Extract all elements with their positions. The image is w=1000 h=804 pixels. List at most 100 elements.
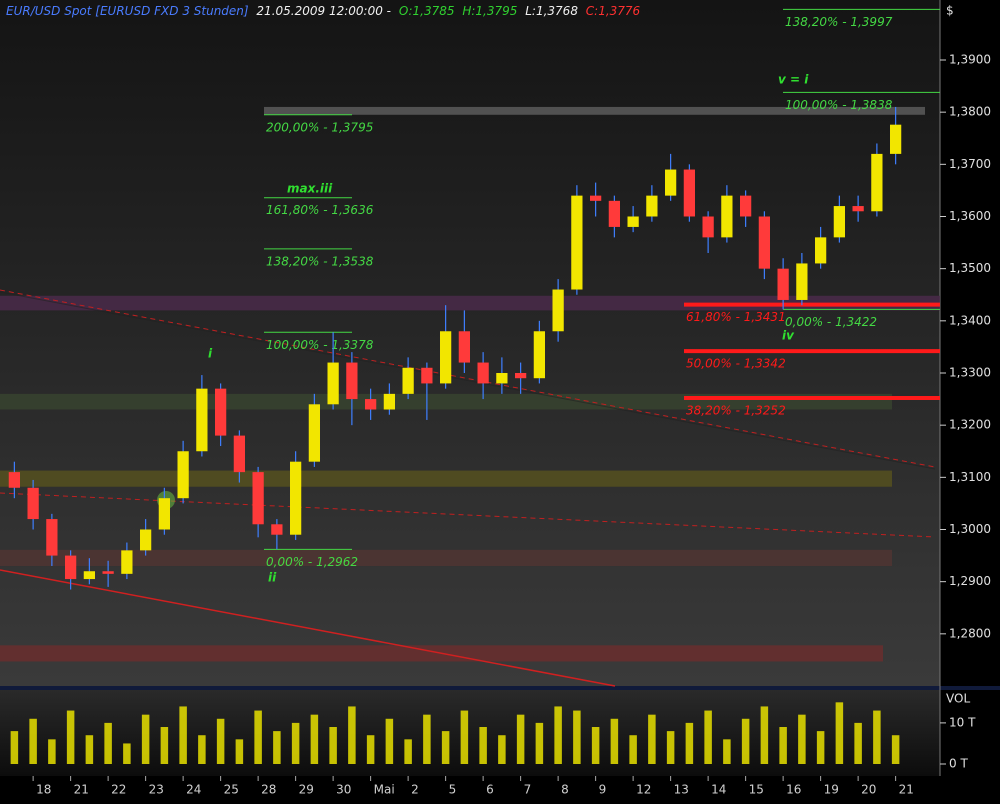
candle-body (365, 399, 377, 410)
volume-bar (366, 735, 375, 764)
trend-line-shadow (0, 291, 936, 470)
candle-body (233, 435, 245, 473)
x-tick-label: 8 (561, 783, 569, 797)
candle-body (533, 331, 545, 379)
x-tick-label: 28 (261, 783, 276, 797)
fib-label: 200,00% - 1,3795 (266, 120, 373, 134)
pane-separator (0, 686, 1000, 690)
x-tick-label: 5 (449, 783, 457, 797)
trend-line (0, 569, 616, 687)
candle-body (627, 216, 639, 227)
fib-label: 38,20% - 1,3252 (686, 404, 786, 418)
volume-bar (179, 706, 187, 764)
x-tick-label: 20 (861, 783, 876, 797)
volume-bar (310, 714, 319, 764)
x-tick-label: 23 (149, 783, 164, 797)
candle-body (833, 206, 845, 238)
x-tick-label: 9 (599, 783, 607, 797)
candle-body (252, 472, 264, 525)
volume-bar (891, 735, 900, 764)
volume-bar (85, 735, 94, 764)
chart-title: EUR/USD Spot [EURUSD FXD 3 Stunden] (6, 4, 249, 18)
volume-label: VOL (946, 692, 970, 706)
volume-bar (835, 702, 844, 764)
zone (0, 549, 892, 567)
y-tick-label: 1,3600 (949, 209, 991, 223)
candle-body (440, 331, 452, 384)
candle-body (196, 388, 208, 452)
open-label: O:1,3785 (399, 4, 455, 18)
fib-label: 138,20% - 1,3538 (266, 254, 374, 268)
volume-bar (29, 718, 37, 764)
candle-body (271, 524, 283, 535)
y-tick-label: 1,3700 (949, 157, 991, 171)
candle-body (177, 451, 189, 499)
wave-label: v = i (778, 73, 809, 87)
y-tick-label: 1,2800 (949, 626, 991, 640)
candle-body (8, 472, 20, 488)
volume-bar (141, 714, 150, 764)
fib-label: 161,80% - 1,3636 (266, 203, 374, 217)
close-label: C:1,3776 (586, 4, 641, 18)
fib-label: 0,00% - 1,3422 (785, 315, 877, 329)
x-tick-label: 24 (186, 783, 201, 797)
candle-body (702, 216, 714, 238)
volume-bar (291, 722, 300, 764)
y-tick-label: 1,2900 (949, 574, 991, 588)
volume-bar (423, 714, 431, 764)
volume-bar (104, 722, 112, 764)
volume-bar (48, 739, 56, 764)
y-tick-label: 1,3000 (949, 522, 991, 536)
candle-body (496, 372, 508, 384)
volume-bar (235, 739, 244, 764)
wave-label: iv (782, 329, 795, 343)
x-tick-label: 12 (636, 783, 651, 797)
low-label: L:1,3768 (525, 4, 578, 18)
y-tick-label: 1,3900 (949, 52, 991, 66)
volume-bar (591, 727, 600, 764)
candle-body (402, 367, 414, 394)
x-tick-label: Mai (374, 783, 395, 797)
volume-bar (704, 710, 712, 764)
zone (0, 470, 892, 487)
volume-bar (10, 731, 19, 764)
volume-bar (441, 731, 450, 764)
x-tick-label: 13 (674, 783, 689, 797)
volume-bar (779, 727, 787, 764)
x-tick-label: 29 (299, 783, 314, 797)
candle-body (27, 487, 39, 520)
volume-bar (610, 718, 619, 764)
x-tick-label: 14 (711, 783, 726, 797)
currency-label: $ (946, 4, 954, 18)
volume-bar (573, 710, 581, 764)
volume-tick-label: 0 T (949, 757, 968, 771)
y-tick-label: 1,3200 (949, 418, 991, 432)
y-tick-label: 1,3300 (949, 365, 991, 379)
candle-body (65, 555, 77, 580)
zone (0, 295, 940, 311)
candle-body (590, 195, 602, 201)
volume-bar (348, 706, 356, 764)
fib-label: 138,20% - 1,3997 (785, 15, 893, 29)
candle-body (477, 362, 489, 384)
x-tick-label: 7 (524, 783, 532, 797)
volume-bar (685, 722, 694, 764)
volume-bar (66, 710, 75, 764)
volume-bar (198, 735, 206, 764)
trend-line (0, 289, 936, 468)
x-tick-label: 16 (786, 783, 801, 797)
x-tick-label: 21 (74, 783, 89, 797)
high-label: H:1,3795 (462, 4, 517, 18)
candle-body (815, 237, 827, 264)
candle-body (215, 388, 227, 436)
volume-bar (666, 731, 675, 764)
trend-line (0, 492, 936, 538)
candle-body (515, 372, 527, 379)
volume-bar (741, 718, 750, 764)
volume-bar (516, 714, 525, 764)
volume-bar (404, 739, 412, 764)
y-tick-label: 1,3800 (949, 105, 991, 119)
volume-bar (216, 718, 225, 764)
